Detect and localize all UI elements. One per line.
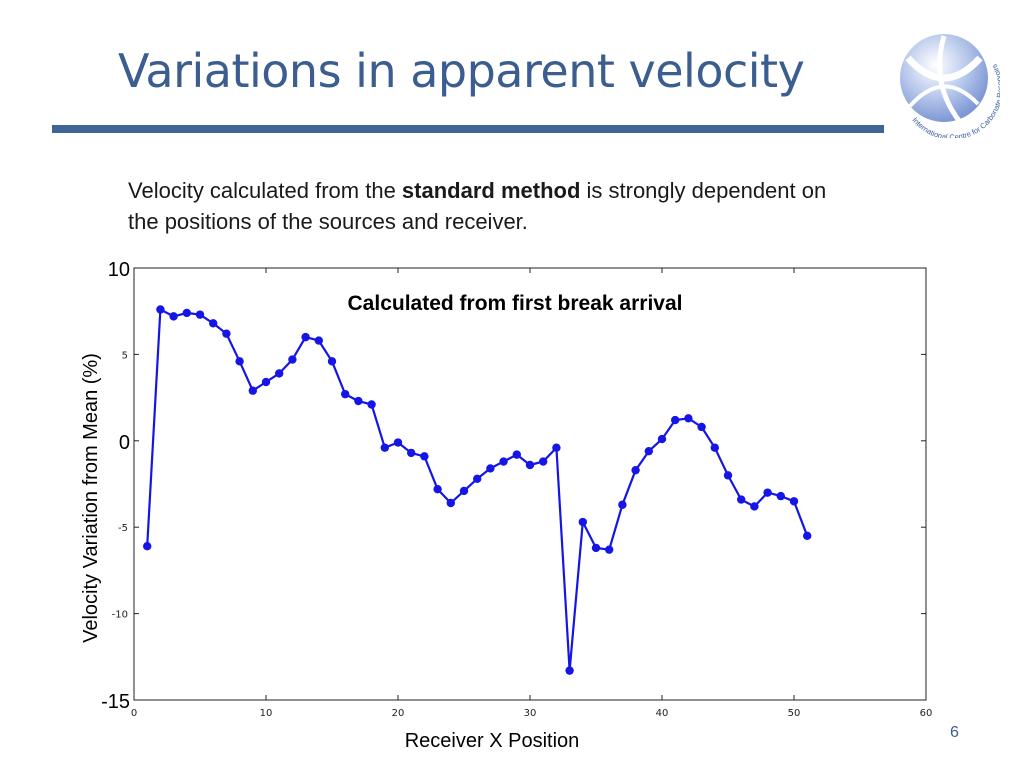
y-tick-label-large: 0 (119, 432, 130, 454)
y-tick-label-large: 10 (108, 259, 130, 281)
data-point (341, 389, 350, 399)
data-point (512, 450, 521, 459)
data-point (407, 448, 416, 458)
x-tick-label: 50 (788, 708, 801, 719)
chart-title: Calculated from first break arrival (348, 292, 683, 315)
data-point (354, 396, 363, 406)
data-point (195, 310, 205, 319)
data-point (750, 502, 759, 511)
data-point (697, 422, 706, 432)
intro-text: Velocity calculated from the standard me… (128, 175, 828, 237)
data-point (776, 491, 785, 501)
data-point (380, 443, 389, 452)
data-point (565, 666, 574, 675)
data-point (433, 484, 442, 494)
intro-text-start: Velocity calculated from the (128, 178, 402, 203)
x-tick-label: 0 (131, 708, 137, 719)
page-title: Variations in apparent velocity (118, 44, 805, 98)
data-point (261, 377, 271, 387)
x-tick-label: 30 (524, 708, 537, 719)
data-point (525, 460, 535, 470)
data-point (459, 486, 469, 496)
data-point (314, 336, 323, 345)
data-point (222, 329, 231, 338)
x-axis-label: Receiver X Position (405, 730, 580, 752)
data-point (182, 308, 191, 318)
y-tick-label-small: 5 (122, 350, 128, 361)
y-axis-label: Velocity Variation from Mean (%) (80, 353, 102, 643)
page-number: 6 (950, 724, 959, 741)
data-point (235, 357, 244, 366)
data-point (552, 443, 561, 452)
y-tick-label-small: -10 (112, 610, 128, 621)
data-point (737, 495, 746, 504)
plot-border (133, 267, 927, 701)
data-point (539, 457, 548, 466)
data-point (393, 438, 403, 447)
data-point (420, 452, 429, 461)
data-point (499, 457, 508, 466)
data-point (156, 305, 165, 314)
data-point (169, 312, 178, 321)
data-point (631, 465, 640, 475)
data-point (367, 400, 376, 409)
data-point (723, 471, 733, 480)
x-tick-label: 20 (392, 708, 405, 719)
intro-text-end: is strongly dependent on the positions o… (128, 178, 827, 234)
data-point (288, 355, 297, 364)
data-point (275, 369, 284, 378)
x-tick-label: 60 (920, 708, 933, 719)
data-point (618, 500, 627, 509)
data-point (209, 319, 218, 328)
series-line (146, 308, 809, 672)
data-point (657, 434, 667, 444)
x-tick-label: 40 (656, 708, 669, 719)
data-point (486, 464, 495, 473)
data-point (789, 497, 799, 506)
data-point (446, 498, 455, 508)
data-point (473, 474, 482, 484)
title-divider (52, 125, 884, 133)
data-point (248, 386, 257, 395)
data-point (644, 446, 653, 456)
plot-area (133, 267, 927, 701)
data-point (143, 542, 152, 551)
data-point (605, 545, 614, 554)
intro-text-bold: standard method (401, 178, 581, 203)
x-tick-label: 10 (260, 708, 273, 719)
data-point (578, 517, 587, 527)
data-point (327, 357, 337, 366)
data-series (143, 305, 812, 675)
y-tick-label-small: -5 (118, 523, 128, 534)
data-point (684, 414, 693, 423)
icrc-logo: International Centre for Carbonate Reser… (900, 34, 1000, 138)
data-point (803, 531, 812, 541)
data-point (591, 543, 601, 553)
data-point (301, 332, 310, 342)
data-point (671, 415, 680, 425)
data-point (763, 488, 772, 497)
data-point (710, 443, 719, 452)
y-tick-label-large: -15 (101, 691, 130, 713)
